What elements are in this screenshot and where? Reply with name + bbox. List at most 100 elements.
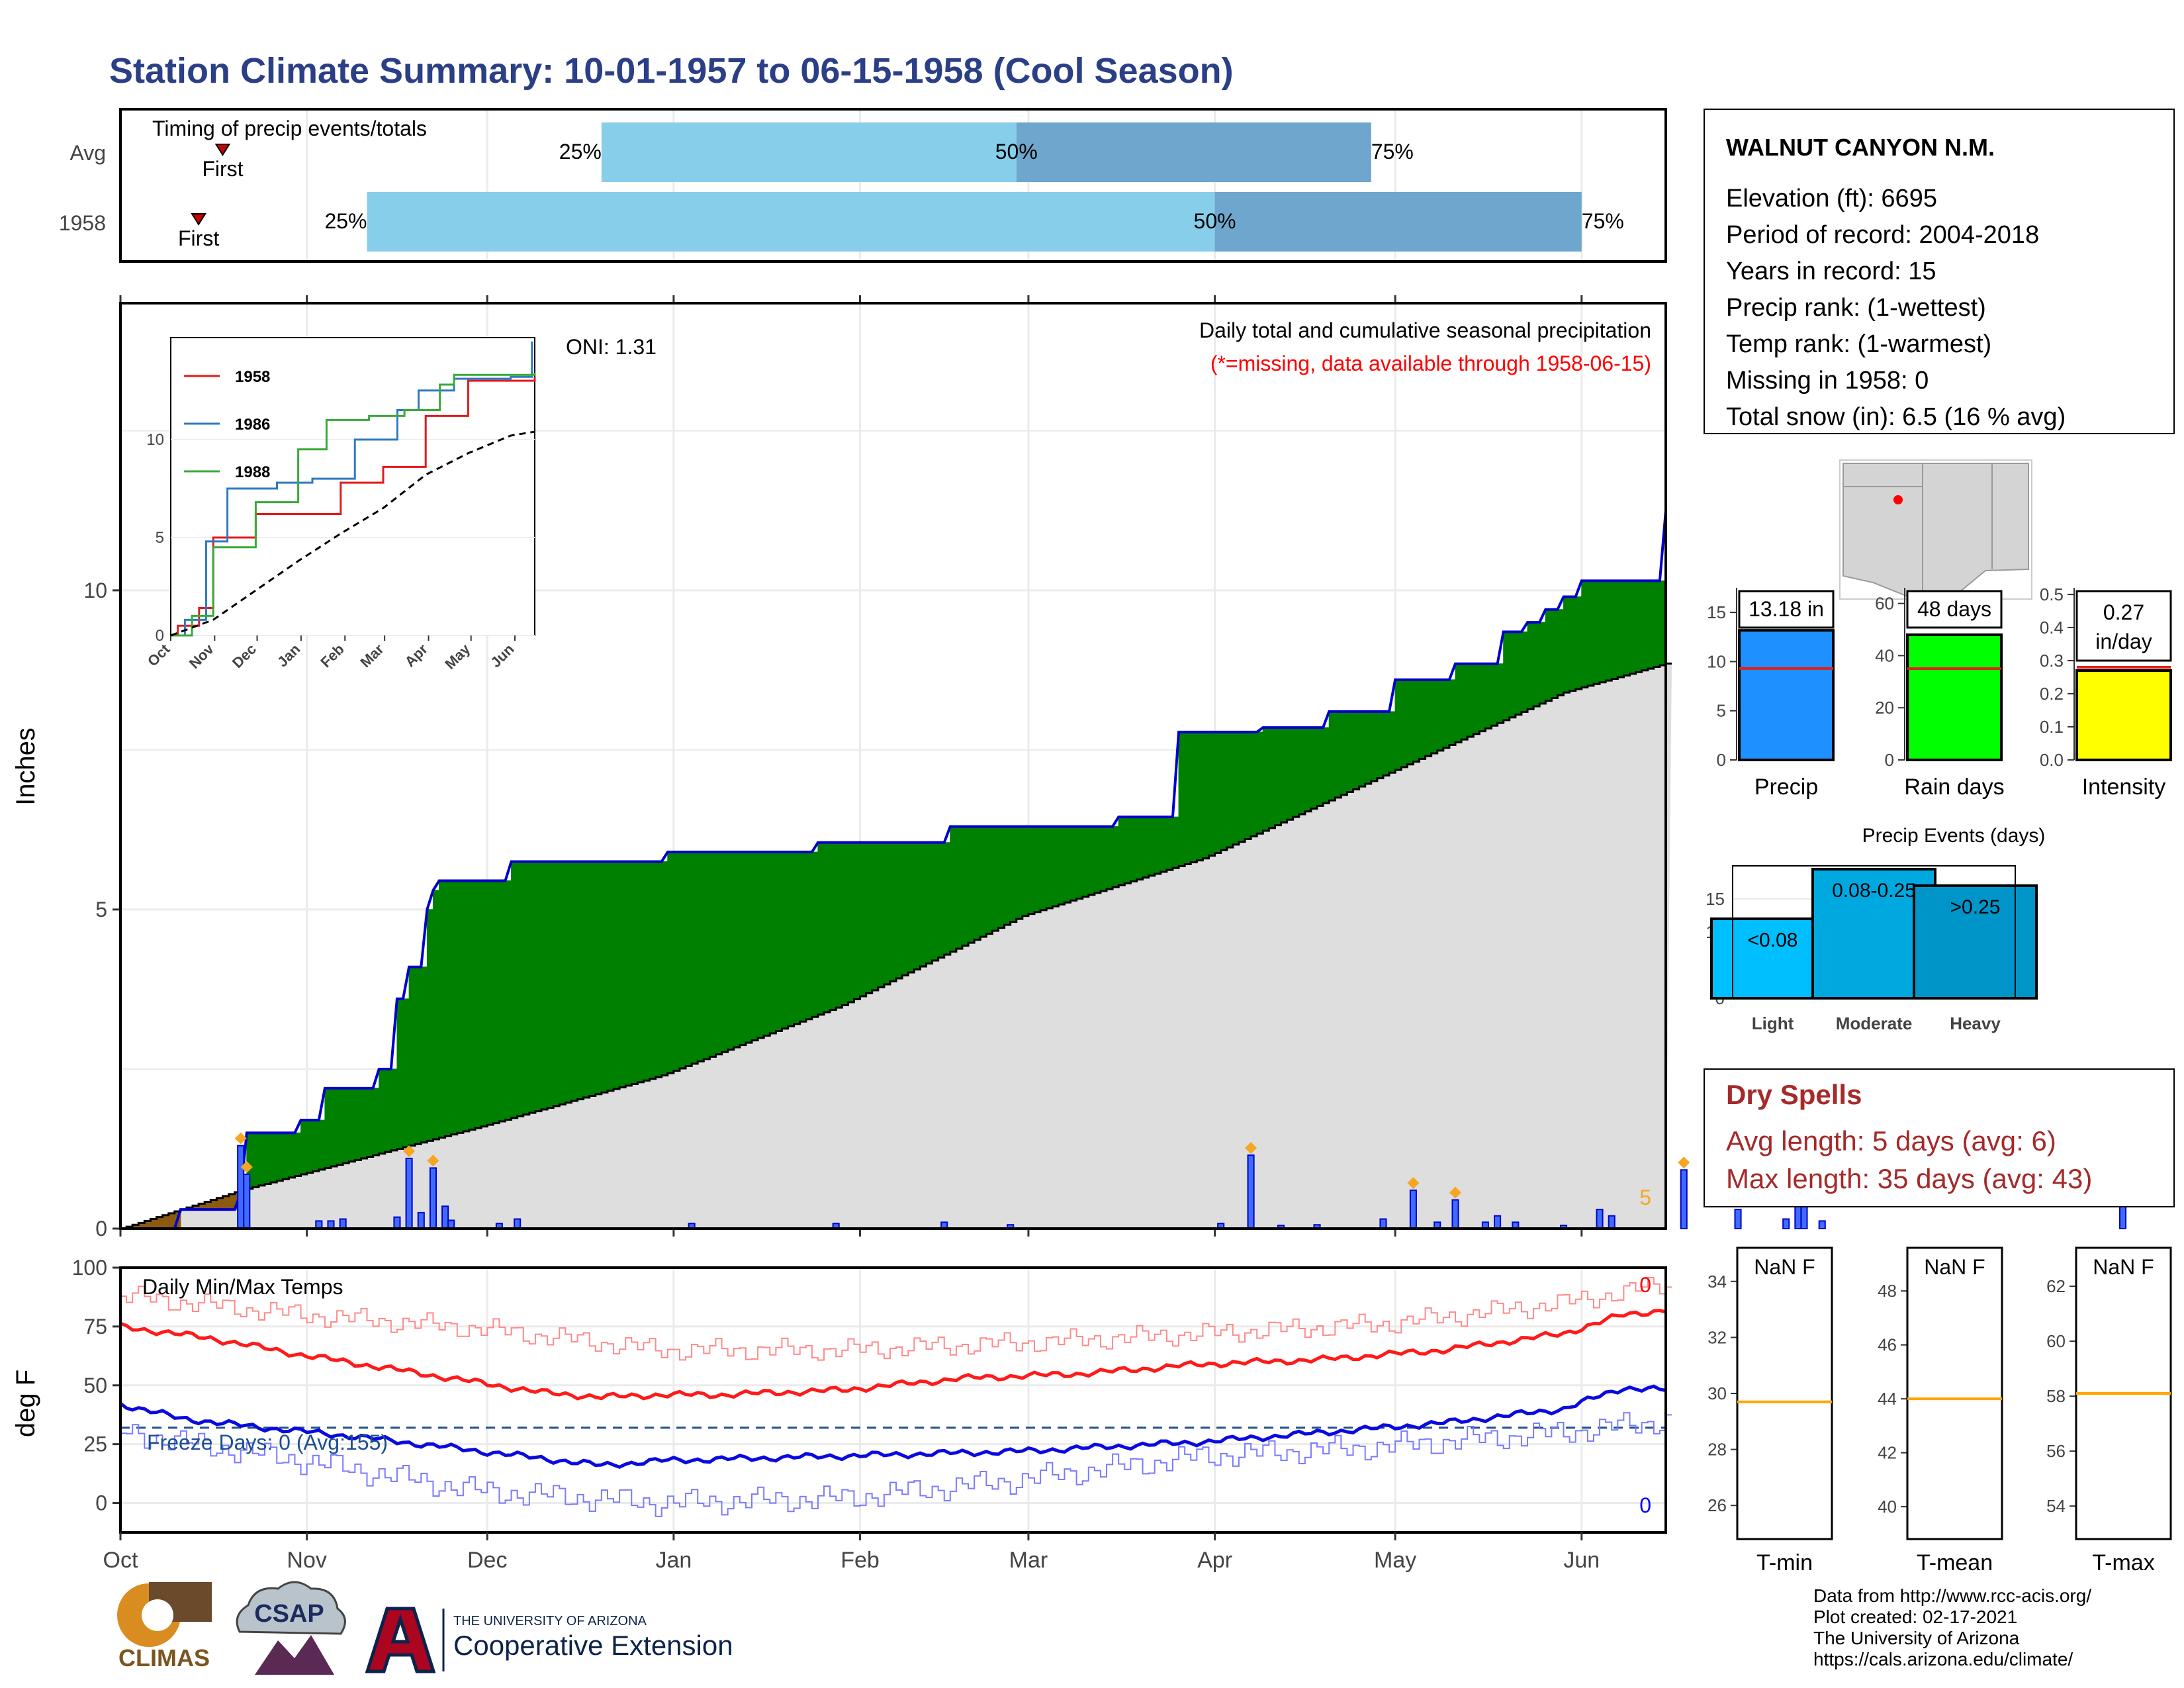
daily-precip-bar <box>339 1218 347 1230</box>
station-location-marker <box>1893 495 1903 504</box>
precip-y-tick-label: 10 <box>83 579 107 602</box>
station-name: WALNUT CANYON N.M. <box>1726 134 1995 161</box>
temp-box-y-tick-label: 34 <box>1707 1272 1727 1291</box>
events-bar-label: <0.08 <box>1748 929 1798 951</box>
credit-line: The University of Arizona <box>1813 1628 2020 1648</box>
summary-y-tick-label: 15 <box>1707 602 1726 622</box>
daily-precip-bar <box>243 1174 251 1229</box>
temp-box-value: NaN F <box>1754 1255 1815 1279</box>
temp-box-y-tick-label: 42 <box>1878 1443 1897 1463</box>
temp-box-frame <box>1906 1246 2003 1540</box>
summary-value-label: 0.27 <box>2103 600 2144 624</box>
summary-y-tick-label: 0.0 <box>2040 750 2064 770</box>
timing-first-label: First <box>202 157 243 181</box>
temp-y-tick-label: 0 <box>95 1491 107 1515</box>
events-category-label: Moderate <box>1836 1013 1913 1033</box>
events-category-label: Heavy <box>1950 1013 2001 1033</box>
temp-box-y-tick-label: 28 <box>1707 1440 1727 1460</box>
events-category-label: Light <box>1752 1013 1794 1033</box>
temp-title: Daily Min/Max Temps <box>142 1275 343 1299</box>
inset-series-line <box>171 377 536 637</box>
month-label: Oct <box>103 1548 138 1573</box>
daily-precip-bar <box>429 1167 437 1229</box>
temp-panel-frame <box>119 1266 1667 1534</box>
timing-p50-label: 50% <box>995 140 1038 164</box>
daily-precip-bar <box>1680 1169 1688 1230</box>
daily-precip-bar <box>1818 1220 1826 1229</box>
temp-box-label: T-min <box>1756 1550 1813 1575</box>
timing-bar-light <box>601 122 1017 182</box>
summary-bars: 0 5 10 15 13.18 in Precip 0 20 40 60 48 days Rain d… <box>1707 585 2172 800</box>
summary-value-box <box>2075 590 2172 662</box>
csap-cloud-icon <box>236 1581 346 1635</box>
timing-bars: 25%50%75%FirstLast25%50%75%FirstLast <box>178 122 2095 252</box>
summary-y-tick-label: 0.5 <box>2040 585 2064 604</box>
timing-p75-label: 75% <box>1371 140 1414 164</box>
timing-bar-light <box>367 192 1215 252</box>
dry-spells-max: Max length: 35 days (avg: 43) <box>1726 1163 2092 1194</box>
temp-box-y-tick-label: 58 <box>2046 1386 2066 1406</box>
credit-line: Data from http://www.rcc-acis.org/ <box>1813 1585 2091 1606</box>
oni-label: ONI: 1.31 <box>566 335 657 359</box>
events-bar <box>1913 884 2038 1000</box>
locator-map <box>1839 459 2032 600</box>
precip-areas <box>120 510 1672 1230</box>
summary-value-label: 48 days <box>1917 597 1991 621</box>
month-label: Feb <box>841 1548 880 1573</box>
temp-box-y-tick-label: 48 <box>1878 1281 1897 1301</box>
station-line: Precip rank: (1-wettest) <box>1726 294 1986 322</box>
events-bar-label: >0.25 <box>1950 896 2001 918</box>
summary-y-tick-label: 0.4 <box>2040 618 2064 637</box>
dry-spells-title: Dry Spells <box>1726 1079 1862 1110</box>
heavy-event-marker <box>1407 1177 1420 1190</box>
summary-y-tick-label: 5 <box>1717 701 1726 721</box>
timing-first-label: First <box>178 226 219 250</box>
temp-box-y-tick-label: 30 <box>1707 1383 1727 1403</box>
page-title: Station Climate Summary: 10-01-1957 to 0… <box>109 51 1234 91</box>
month-label: Jan <box>655 1548 692 1573</box>
csap-logo: CSAP <box>236 1581 346 1675</box>
ua-small-text: THE UNIVERSITY OF ARIZONA <box>453 1614 647 1628</box>
inset-y-tick-label: 10 <box>146 431 164 449</box>
temp-y-tick-label: 50 <box>83 1374 107 1397</box>
summary-bar-label: Rain days <box>1904 774 2004 800</box>
temp-panel: 0 25 50 75 100 deg F Daily Min/Max Temps Fre… <box>11 1256 1672 1573</box>
inset-y-tick-label: 5 <box>156 529 164 547</box>
daily-precip-bar <box>441 1205 449 1229</box>
events-bar-label: 0.08-0.25 <box>1832 880 1916 902</box>
precip-panel-frame <box>119 302 1667 1230</box>
ua-logo: THE UNIVERSITY OF ARIZONA Cooperative Ex… <box>365 1607 733 1673</box>
station-line: Years in record: 15 <box>1726 258 1936 285</box>
timing-p25-label: 25% <box>324 209 367 233</box>
month-label: Jun <box>1563 1548 1600 1573</box>
summary-y-tick-label: 0.2 <box>2040 684 2064 704</box>
precip-cumulative-line <box>120 510 1667 1230</box>
inset-legend-label: 1986 <box>235 416 270 434</box>
climas-logo-text: CLIMAS <box>118 1644 210 1671</box>
temp-box-y-tick-label: 62 <box>2046 1276 2066 1296</box>
summary-bar <box>1738 629 1835 761</box>
timing-first-marker-icon <box>191 213 206 226</box>
precip-subtitle: Daily total and cumulative seasonal prec… <box>1199 318 1651 342</box>
daily-precip-bar <box>1734 1209 1742 1229</box>
month-label: Apr <box>1197 1548 1232 1573</box>
timing-row-year-label: 1958 <box>59 211 106 235</box>
summary-bar <box>2075 669 2172 761</box>
daily-precip-bar <box>417 1211 425 1230</box>
temp-max-count: 0 <box>1639 1273 1651 1297</box>
summary-y-tick-label: 0.1 <box>2040 717 2064 737</box>
temp-box-y-tick-label: 32 <box>1707 1327 1727 1347</box>
temp-box-y-tick-label: 40 <box>1878 1497 1897 1517</box>
summary-y-tick-label: 10 <box>1707 651 1726 671</box>
dry-spells-box: Dry Spells Avg length: 5 days (avg: 6) M… <box>1704 1068 2175 1207</box>
precip-events-chart: Precip Events (days) 051015<0.08Light0.0… <box>1706 825 2045 1033</box>
timing-p50-label: 50% <box>1194 209 1236 233</box>
summary-y-tick-label: 60 <box>1875 594 1894 614</box>
temp-record-max-line <box>120 1276 1672 1361</box>
precip-y-tick-label: 0 <box>95 1217 107 1241</box>
summary-y-tick-label: 20 <box>1875 698 1894 718</box>
precip-ylabel: Inches <box>11 727 40 806</box>
month-label: Dec <box>467 1548 507 1573</box>
